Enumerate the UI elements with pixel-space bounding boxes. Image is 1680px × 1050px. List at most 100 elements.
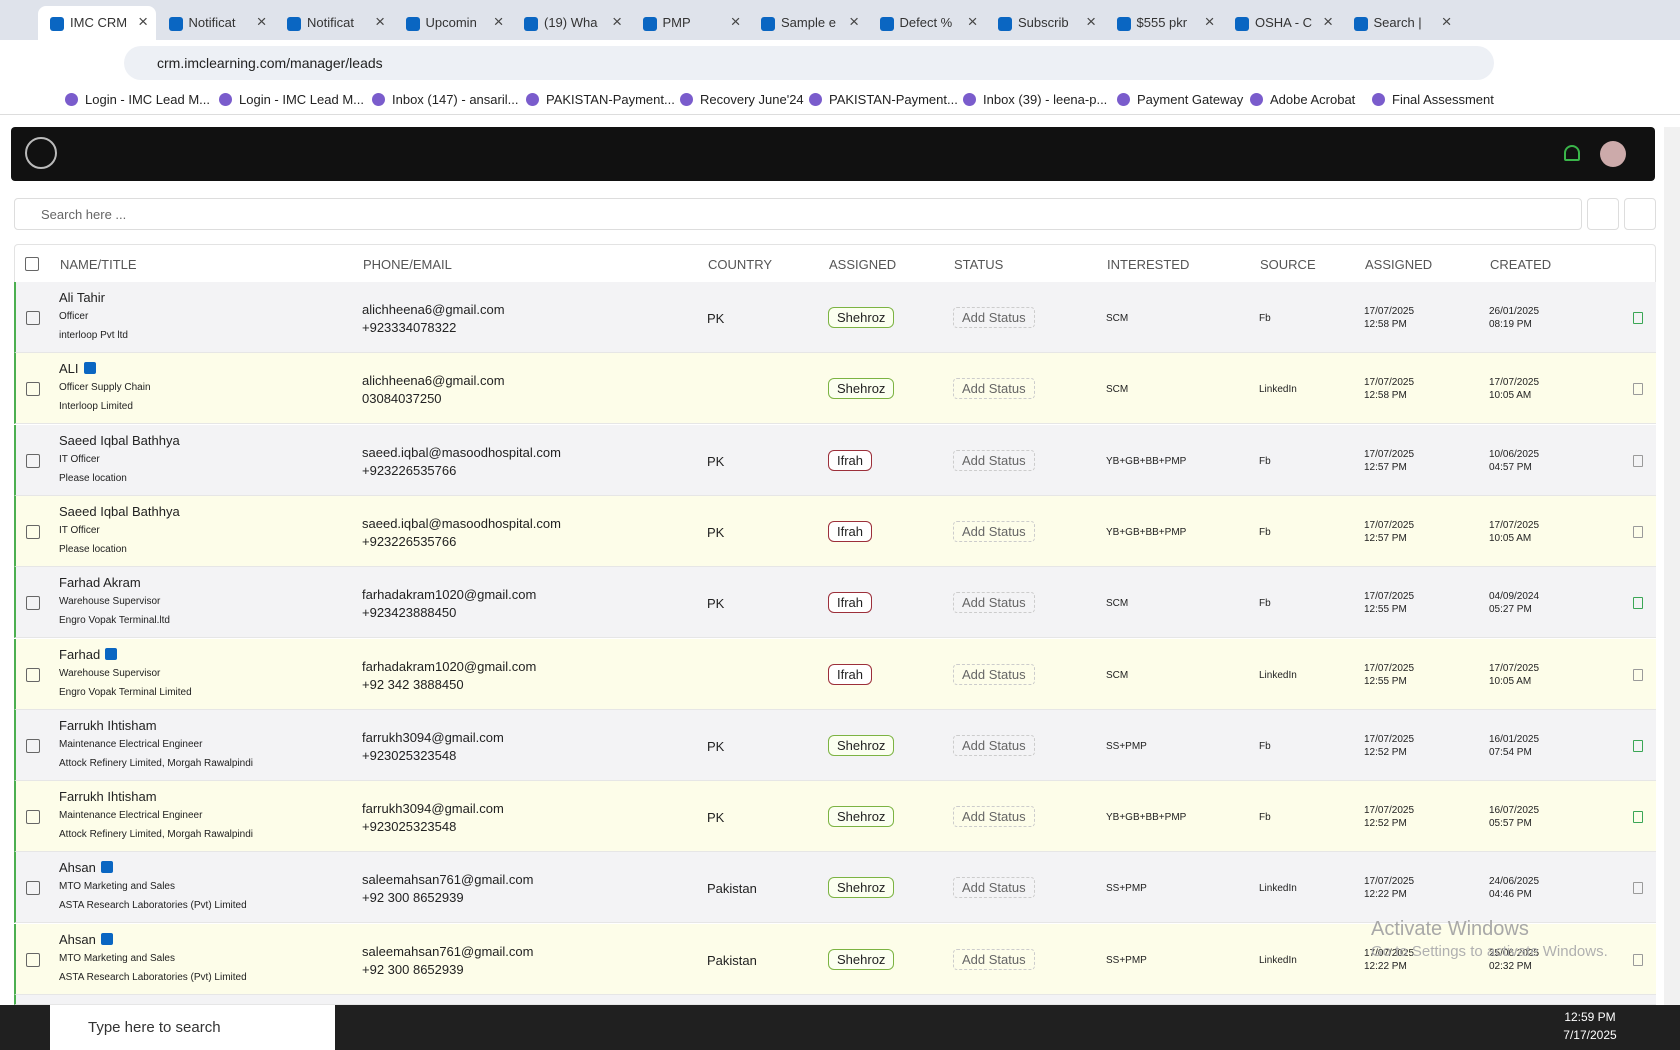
status-button[interactable]: Add Status [953,449,1035,471]
column-header[interactable]: PHONE/EMAIL [363,257,452,272]
bookmark[interactable]: Login - IMC Lead M... [219,92,364,107]
tab[interactable]: OSHA - C [1223,6,1341,40]
status-button[interactable]: Add Status [953,378,1035,400]
row-checkbox[interactable] [26,881,40,896]
row-checkbox[interactable] [26,952,40,967]
lead-name[interactable]: Ahsan Saleem [59,1003,144,1004]
assigned-time: 12:57 PM [1364,461,1407,473]
notes-icon[interactable] [1633,739,1643,752]
tab[interactable]: Upcomin [394,6,512,40]
row-checkbox[interactable] [26,596,40,611]
row-checkbox[interactable] [26,810,40,825]
lead-email: alichheena6@gmail.com [362,302,505,317]
row-checkbox[interactable] [26,382,40,397]
filter-button[interactable] [1587,198,1619,230]
bookmark[interactable]: Login - IMC Lead M... [65,92,210,107]
avatar[interactable] [1600,141,1626,167]
status-button[interactable]: Add Status [953,734,1035,756]
name-text[interactable]: ALI [59,361,79,377]
bookmark[interactable]: Payment Gateway [1117,92,1243,107]
row-checkbox[interactable] [26,453,40,468]
status-button[interactable]: Add Status [953,520,1035,542]
lead-row[interactable]: Farrukh Ihtisham Maintenance Electrical E… [14,781,1656,853]
column-header[interactable]: NAME/TITLE [60,257,137,272]
lead-country: PK [707,596,725,612]
lead-row[interactable]: Saeed Iqbal Bathhya IT Officer Please loca… [14,495,1656,567]
tab[interactable]: $555 pkr [1105,6,1223,40]
url-field[interactable]: crm.imclearning.com/manager/leads [124,46,1494,80]
column-header[interactable]: COUNTRY [708,257,773,272]
name-text[interactable]: Ahsan [59,860,96,876]
name-text[interactable]: Farrukh Ihtisham [59,717,157,733]
lead-row[interactable]: Saeed Iqbal Bathhya IT Officer Please loca… [14,424,1656,496]
notes-icon[interactable] [1633,953,1643,966]
bookmark[interactable]: Recovery June'24 [680,92,804,107]
row-checkbox[interactable] [26,667,40,682]
tab[interactable]: (19) Wha [512,6,630,40]
lead-row-partial[interactable]: Ahsan Saleem saleemahsan761@gmail.com [14,995,1656,1005]
notification-bell[interactable] [1564,145,1580,161]
notes-icon[interactable] [1633,312,1643,324]
name-text[interactable]: Farhad Akram [59,575,141,591]
column-header[interactable]: ASSIGNED [829,257,897,272]
lead-row[interactable]: Ali Tahir Officer interloop Pvt ltd alichhe… [14,282,1656,353]
search-input[interactable]: Search here ... [14,198,1582,230]
lead-row[interactable]: ALI Officer Supply Chain Interloop Limited… [14,353,1656,425]
lead-row[interactable]: Farhad Warehouse Supervisor Engro Vopak Te… [14,638,1656,710]
status-button[interactable]: Add Status [953,592,1035,614]
select-all-checkbox[interactable] [25,257,39,271]
taskbar-search[interactable]: Type here to search [50,1005,335,1050]
name-text[interactable]: Saeed Iqbal Bathhya [59,503,180,519]
name-text[interactable]: Ali Tahir [59,290,106,305]
status-button[interactable]: Add Status [953,948,1035,970]
column-header[interactable]: ASSIGNED [1365,257,1433,272]
tab[interactable]: Notificat [275,6,393,40]
lead-row[interactable]: Ahsan MTO Marketing and Sales ASTA Researc… [14,923,1656,995]
name-text[interactable]: Farrukh Ihtisham [59,789,157,805]
bookmark[interactable]: Adobe Acrobat [1250,92,1355,107]
name-text[interactable]: Farhad [59,646,101,662]
row-checkbox[interactable] [26,738,40,753]
tab[interactable]: Sample e [749,6,867,40]
notes-icon[interactable] [1633,668,1643,681]
bookmark[interactable]: Inbox (39) - leena-p... [963,92,1107,107]
status-button[interactable]: Add Status [953,877,1035,899]
notes-icon[interactable] [1633,882,1643,895]
status-button[interactable]: Add Status [953,663,1035,685]
bookmark[interactable]: PAKISTAN-Payment... [526,92,675,107]
bookmark[interactable]: Final Assessment [1372,92,1494,107]
column-header[interactable]: CREATED [1490,257,1552,272]
row-checkbox[interactable] [26,524,40,539]
tab[interactable]: IMC CRM [38,6,156,40]
logo[interactable] [25,137,57,169]
row-checkbox[interactable] [26,311,40,325]
linkedin-icon [100,932,113,945]
bookmark[interactable]: PAKISTAN-Payment... [809,92,958,107]
lead-row[interactable]: Farhad Akram Warehouse Supervisor Engro Vo… [14,567,1656,639]
lead-row[interactable]: Ahsan MTO Marketing and Sales ASTA Researc… [14,852,1656,924]
lead-name: Saeed Iqbal Bathhya [59,433,180,448]
bookmark[interactable]: Inbox (147) - ansaril... [372,92,518,107]
column-header[interactable]: STATUS [954,257,1004,272]
name-text[interactable]: Ahsan [59,931,96,947]
status-button[interactable]: Add Status [953,806,1035,828]
status-button[interactable]: Add Status [953,307,1035,328]
notes-icon[interactable] [1633,454,1643,467]
tab[interactable]: Defect % [868,6,986,40]
notes-icon[interactable] [1633,811,1643,824]
name-text[interactable]: Saeed Iqbal Bathhya [59,432,180,448]
notes-icon[interactable] [1633,597,1643,610]
column-header[interactable]: INTERESTED [1107,257,1190,272]
lead-email: farrukh3094@gmail.com [362,729,504,745]
column-header[interactable]: SOURCE [1260,257,1316,272]
refresh-button[interactable] [1624,198,1656,230]
notes-icon[interactable] [1633,383,1643,396]
lead-row[interactable]: Farrukh Ihtisham Maintenance Electrical E… [14,709,1656,781]
tab[interactable]: Subscrib [986,6,1104,40]
tab[interactable]: Search | [1342,6,1460,40]
tab[interactable]: Notificat [157,6,275,40]
tab[interactable]: PMP [631,6,749,40]
bookmarks-bar: Login - IMC Lead M... Login - IMC Lead M.… [0,85,1680,115]
scrollbar[interactable] [1664,127,1680,1005]
notes-icon[interactable] [1633,525,1643,538]
